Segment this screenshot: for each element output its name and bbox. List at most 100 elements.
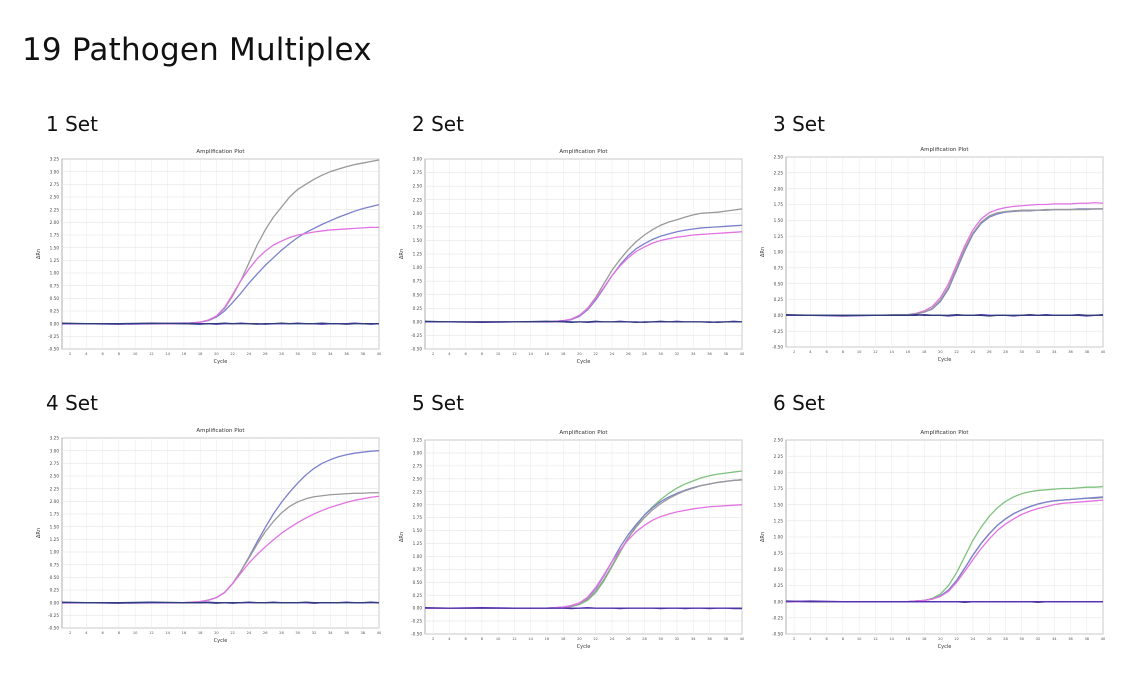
plot-area xyxy=(61,437,380,629)
y-tick-label: 3.00 xyxy=(413,451,423,456)
x-tick-label: 30 xyxy=(1019,350,1024,354)
y-tick-label: 0.00 xyxy=(50,321,60,326)
y-tick-label: 0.25 xyxy=(50,309,60,314)
y-tick-label: 0.25 xyxy=(774,297,784,302)
x-tick-label: 30 xyxy=(295,352,300,356)
y-tick-label: 2.00 xyxy=(413,211,423,216)
y-tick-label: 3.00 xyxy=(413,157,423,162)
y-axis-label: ΔRn xyxy=(36,528,42,538)
y-tick-label: 0.25 xyxy=(413,593,423,598)
y-tick-label: 2.50 xyxy=(413,476,423,481)
x-tick-label: 10 xyxy=(133,352,138,356)
y-tick-label: 2.50 xyxy=(50,474,60,479)
x-tick-label: 12 xyxy=(512,352,517,356)
x-axis-label: Cycle xyxy=(938,644,952,650)
y-tick-label: 1.75 xyxy=(50,233,60,238)
y-tick-label: 2.25 xyxy=(413,489,423,494)
x-tick-label: 16 xyxy=(906,350,911,354)
x-tick-label: 2 xyxy=(432,637,434,641)
y-tick-label: 0.75 xyxy=(50,283,60,288)
y-tick-label: 0.25 xyxy=(413,306,423,311)
series-line-6 xyxy=(425,606,742,609)
y-tick-label: 1.50 xyxy=(413,238,423,243)
y-tick-label: -0.50 xyxy=(772,632,783,637)
x-tick-label: 32 xyxy=(312,631,317,635)
set-label-4: 4 Set xyxy=(46,391,98,415)
x-tick-label: 36 xyxy=(344,631,349,635)
y-tick-label: 1.00 xyxy=(50,550,60,555)
set-label-1: 1 Set xyxy=(46,112,98,136)
y-tick-label: 2.25 xyxy=(774,170,784,175)
chart-title: Amplification Plot xyxy=(196,428,245,434)
y-tick-label: -0.25 xyxy=(411,619,422,624)
x-tick-label: 24 xyxy=(971,350,976,354)
amplification-plot-2: Amplification Plot -0.50 -0.25 0.00 0.25 0.50… xyxy=(395,145,750,367)
y-tick-label: 0.50 xyxy=(413,292,423,297)
y-axis-label: ΔRn xyxy=(399,532,405,542)
y-tick-label: 1.00 xyxy=(50,271,60,276)
x-tick-label: 10 xyxy=(496,637,501,641)
x-tick-label: 4 xyxy=(448,637,451,641)
amplification-plot-6: Amplification Plot -0.50 -0.25 0.00 0.25 0.50… xyxy=(756,426,1111,652)
x-tick-label: 40 xyxy=(1101,637,1106,641)
y-tick-label: -0.25 xyxy=(772,329,783,334)
y-tick-label: 0.00 xyxy=(413,319,423,324)
x-tick-label: 20 xyxy=(214,352,219,356)
y-tick-label: 1.25 xyxy=(774,234,784,239)
series-line-6 xyxy=(785,600,1103,603)
y-tick-label: 0.00 xyxy=(774,313,784,318)
x-tick-label: 18 xyxy=(561,637,566,641)
y-tick-label: 0.50 xyxy=(413,580,423,585)
y-tick-label: 0.75 xyxy=(774,265,784,270)
y-tick-label: 1.00 xyxy=(413,265,423,270)
x-axis-label: Cycle xyxy=(577,644,591,650)
x-tick-label: 32 xyxy=(312,352,317,356)
x-tick-label: 20 xyxy=(214,631,219,635)
y-axis-label: ΔRn xyxy=(36,249,42,259)
chart-svg-4: Amplification Plot -0.50 -0.25 0.00 0.25 0.50… xyxy=(36,428,382,644)
y-tick-label: 1.00 xyxy=(774,535,784,540)
x-tick-label: 14 xyxy=(528,637,533,641)
x-tick-label: 22 xyxy=(954,350,959,354)
y-tick-label: 1.25 xyxy=(774,518,784,523)
x-axis-label: Cycle xyxy=(938,357,952,363)
x-tick-label: 26 xyxy=(987,637,992,641)
x-tick-label: 22 xyxy=(593,637,598,641)
x-tick-label: 38 xyxy=(360,631,365,635)
amplification-plot-3: Amplification Plot -0.50 -0.25 0.00 0.25 0.50… xyxy=(756,143,1111,365)
y-tick-label: -0.25 xyxy=(48,613,59,618)
chart-title: Amplification Plot xyxy=(196,149,245,155)
x-tick-label: 4 xyxy=(809,350,812,354)
series-line-5 xyxy=(424,320,742,324)
x-tick-label: 34 xyxy=(1052,350,1057,354)
x-tick-label: 16 xyxy=(545,352,550,356)
x-tick-label: 4 xyxy=(448,352,451,356)
x-tick-label: 16 xyxy=(182,631,187,635)
x-tick-label: 20 xyxy=(577,637,582,641)
chart-title: Amplification Plot xyxy=(559,430,608,436)
y-tick-label: 1.50 xyxy=(50,524,60,529)
x-tick-label: 30 xyxy=(295,631,300,635)
x-tick-label: 8 xyxy=(842,637,845,641)
x-tick-label: 30 xyxy=(1019,637,1024,641)
y-tick-label: 2.50 xyxy=(413,184,423,189)
x-tick-label: 8 xyxy=(481,637,484,641)
chart-svg-3: Amplification Plot -0.50 -0.25 0.00 0.25 0.50… xyxy=(760,147,1106,363)
chart-svg-1: Amplification Plot -0.50 -0.25 0.00 0.25 0.50… xyxy=(36,149,382,365)
y-tick-label: -0.50 xyxy=(48,626,59,631)
y-tick-label: 0.25 xyxy=(774,583,784,588)
set-label-6: 6 Set xyxy=(773,391,825,415)
y-tick-label: 2.25 xyxy=(50,486,60,491)
x-axis-label: Cycle xyxy=(577,359,591,365)
x-tick-label: 28 xyxy=(1003,637,1008,641)
x-tick-label: 34 xyxy=(1052,637,1057,641)
x-tick-label: 18 xyxy=(198,352,203,356)
x-axis-label: Cycle xyxy=(214,359,228,365)
y-tick-label: 2.00 xyxy=(50,499,60,504)
x-tick-label: 28 xyxy=(642,352,647,356)
amplification-plot-5: Amplification Plot -0.50 -0.25 0.00 0.25 0.50… xyxy=(395,426,750,652)
y-tick-label: 2.25 xyxy=(50,207,60,212)
y-tick-label: 1.75 xyxy=(413,515,423,520)
y-tick-label: 1.00 xyxy=(774,250,784,255)
y-tick-label: -0.25 xyxy=(411,333,422,338)
